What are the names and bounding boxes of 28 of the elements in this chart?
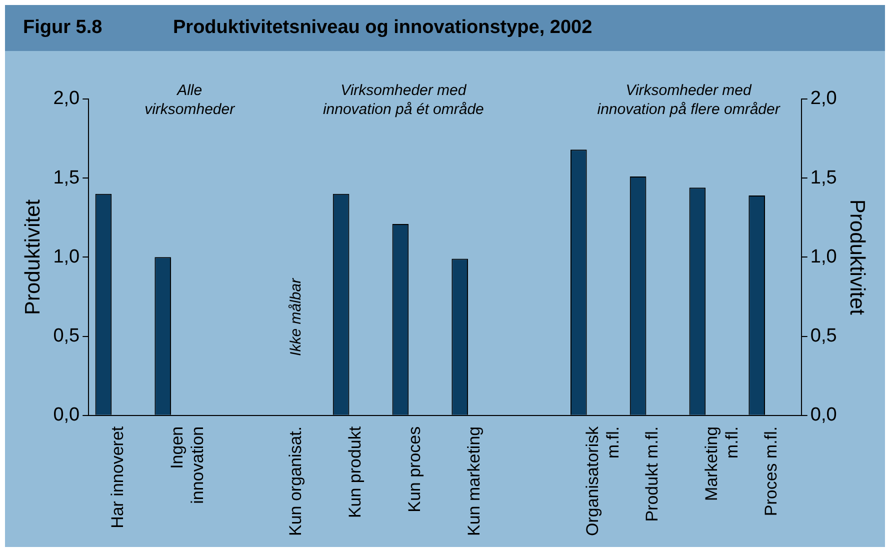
y2-axis-title: Produktivitet xyxy=(846,199,869,316)
y2-tick-label: 1,5 xyxy=(810,167,837,188)
x-tick-label: Proces m.fl. xyxy=(761,426,780,516)
x-tick-label: Kun proces xyxy=(404,426,424,512)
y-tick-label: 1,5 xyxy=(53,167,80,188)
chart-title: Produktivitetsniveau og innovationstype, 2002 xyxy=(173,17,592,39)
x-tick-label: Ingen innovation xyxy=(167,426,207,504)
y-axis-title: Produktivitet xyxy=(21,199,44,315)
annotation: Virksomheder med innovation på flere områder xyxy=(597,82,781,118)
y-tick-label: 1,0 xyxy=(53,246,80,268)
chart-subtitle: Figur 5.8 xyxy=(22,17,104,39)
x-tick-label: Organisatorisk m.fl. xyxy=(583,426,623,536)
x-tick-label: Marketing m.fl. xyxy=(702,426,742,502)
y2-tick-label: 1,0 xyxy=(810,246,837,268)
annotation: Virksomheder med innovation på ét område xyxy=(322,82,484,118)
annotation: Ikke målbar xyxy=(288,277,305,356)
annotation: Alle virksomheder xyxy=(144,82,236,118)
x-tick-label: Har innoveret xyxy=(108,426,127,528)
y-tick-label: 2,0 xyxy=(53,88,80,110)
y2-tick-label: 0,0 xyxy=(810,404,837,426)
x-tick-label: Produkt m.fl. xyxy=(642,426,662,522)
x-tick-label: Kun marketing xyxy=(464,426,484,536)
y2-tick-label: 0,5 xyxy=(810,326,837,347)
y-tick-label: 0,0 xyxy=(53,404,80,426)
y-tick-label: 0,5 xyxy=(53,326,80,347)
x-tick-label: Kun produkt xyxy=(346,426,365,518)
y2-tick-label: 2,0 xyxy=(810,88,837,110)
x-tick-label: Kun organisat. xyxy=(286,426,306,536)
